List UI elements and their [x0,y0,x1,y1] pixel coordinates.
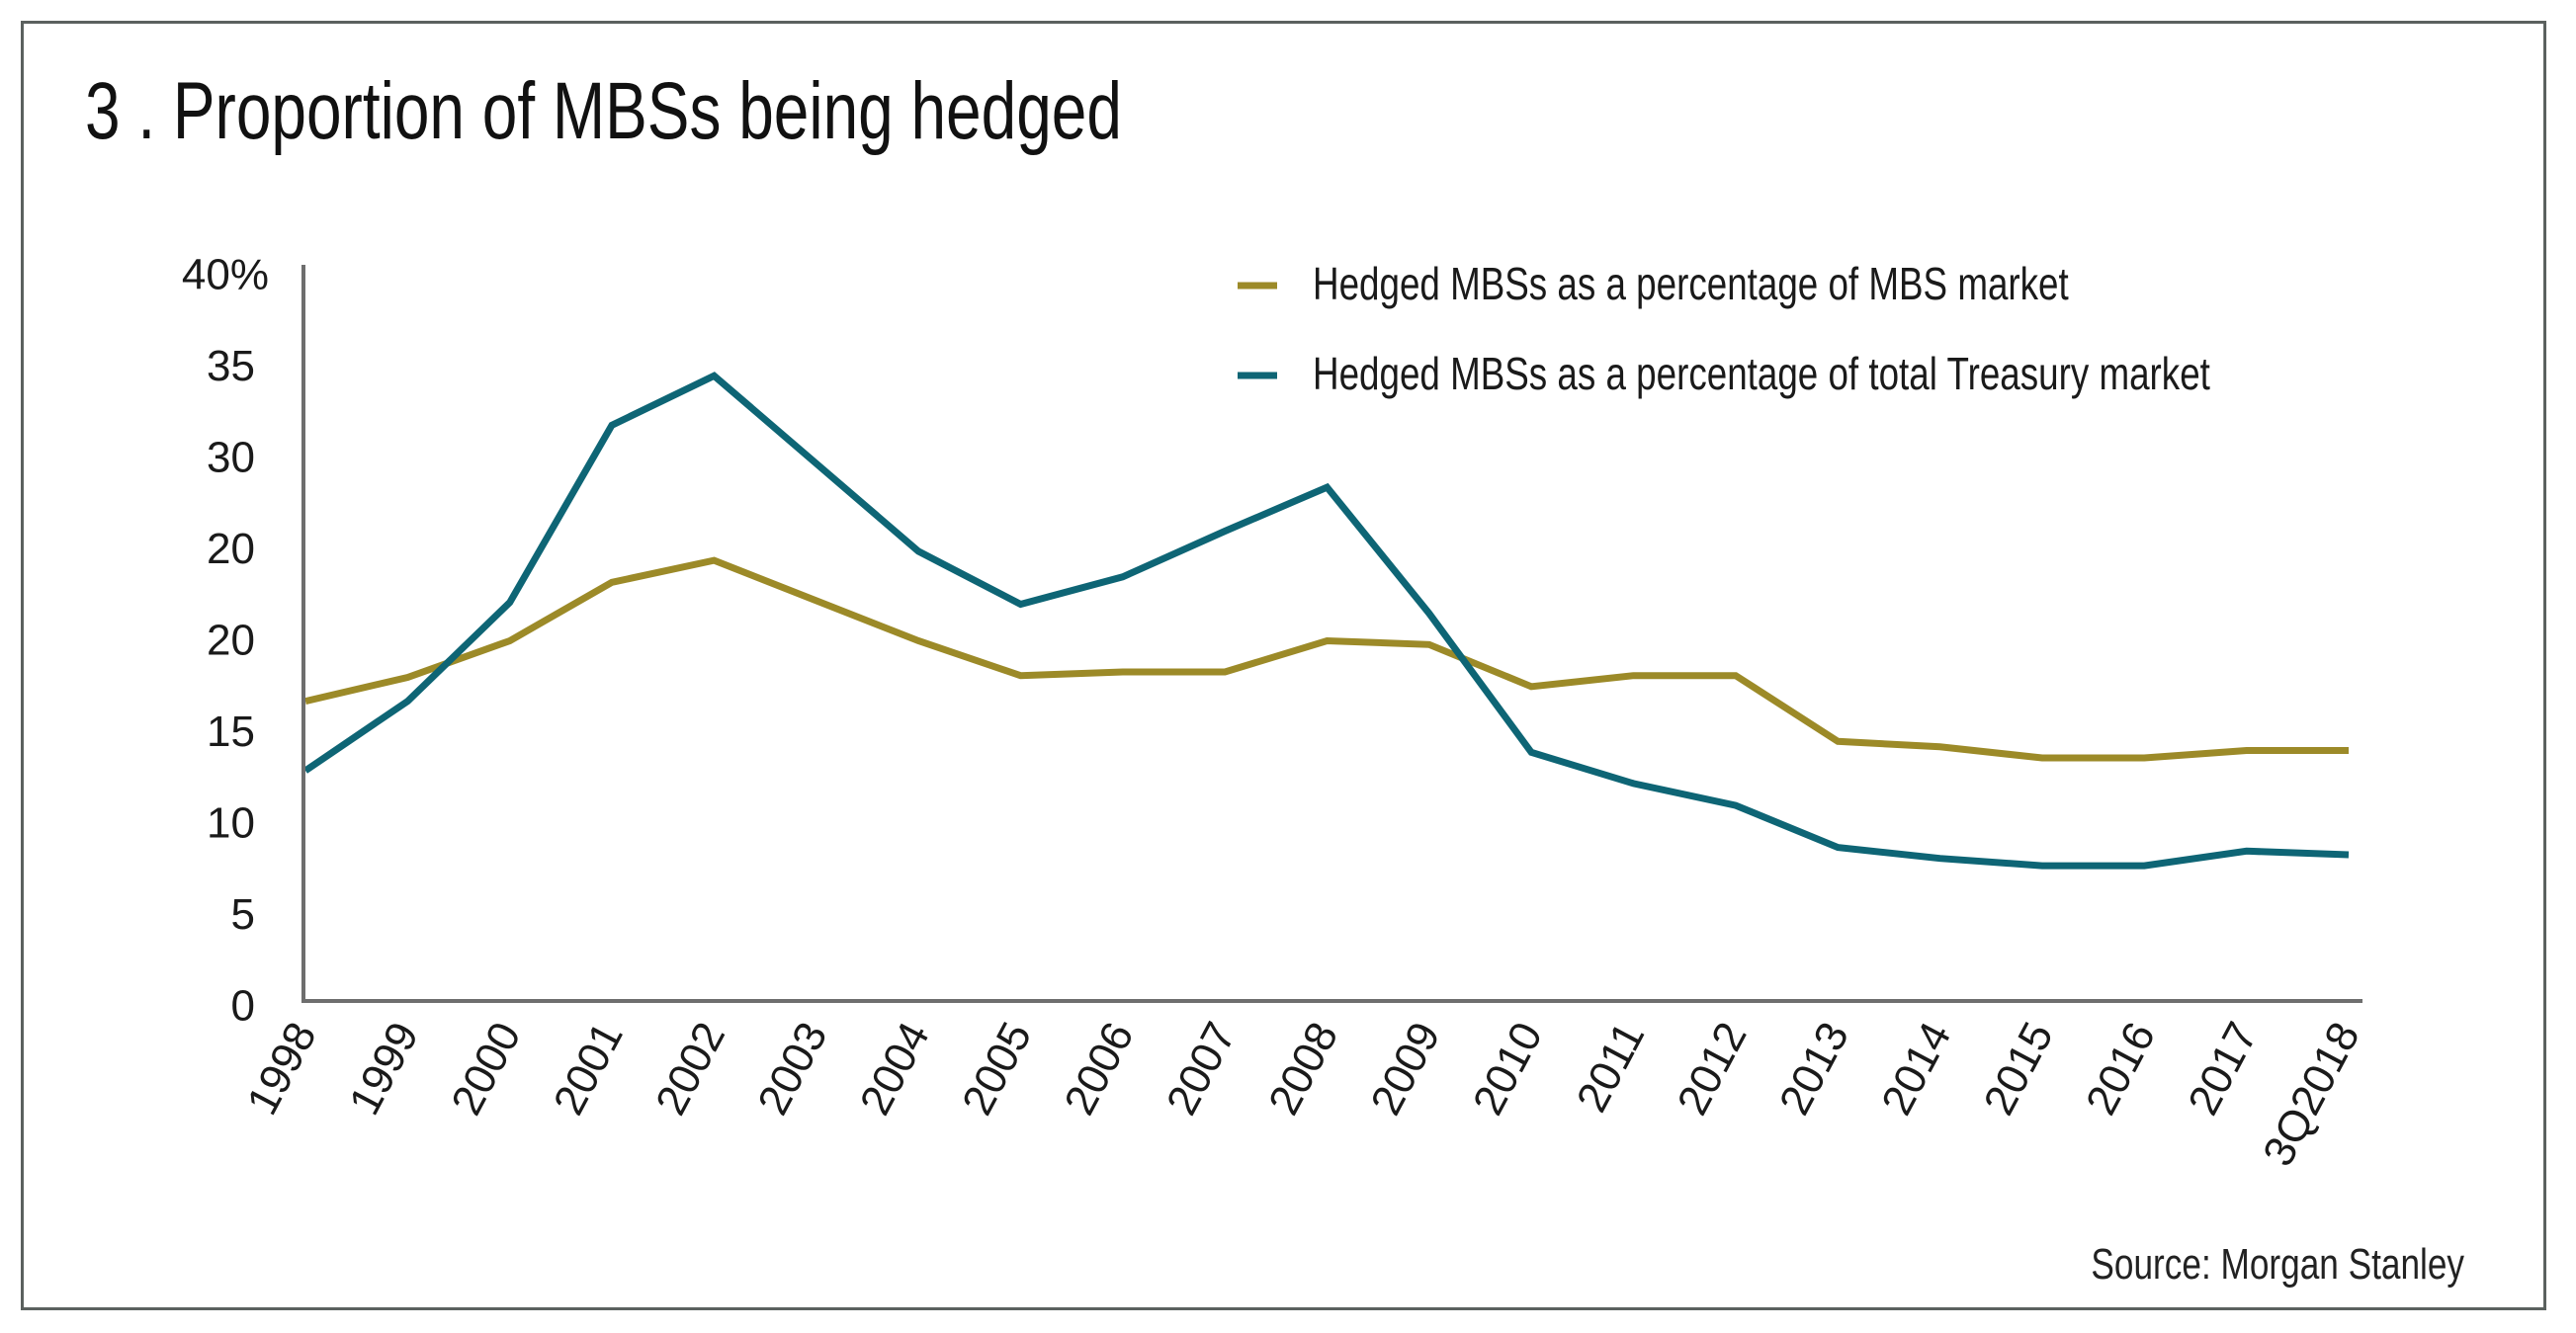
y-tick-label: 35 [207,342,255,390]
y-tick-label: 0 [231,982,255,1031]
x-tick-label: 2003 [748,1015,836,1123]
x-axis-ticks: 1998 1999 2000 2001 2002 2003 2004 2005 2006 2007… [238,1015,2369,1174]
x-tick-label: 1998 [238,1015,326,1123]
x-tick-label: 2015 [1975,1015,2063,1123]
x-tick-label: 2014 [1872,1015,1960,1123]
x-tick-label: 2009 [1361,1015,1449,1123]
y-tick-label: 5 [231,890,255,939]
source-note: Source: Morgan Stanley [2091,1240,2464,1289]
y-tick-label: 20 [207,617,255,665]
y-tick-label: 15 [207,708,255,756]
x-tick-label: 2012 [1669,1015,1757,1123]
series-lines [303,372,2350,870]
x-tick-label: 2008 [1259,1015,1347,1123]
y-tick-label: 30 [207,434,255,482]
x-tick-label: 2004 [851,1015,939,1123]
x-tick-label: 2006 [1055,1015,1143,1123]
x-tick-label: 1999 [340,1015,428,1123]
y-axis-ticks: 40% 35 30 20 20 15 10 5 0 [182,251,269,1031]
legend-item: Hedged MBSs as a percentage of total Tre… [1238,348,2210,399]
legend-item: Hedged MBSs as a percentage of MBS marke… [1238,258,2069,309]
x-tick-label: 2011 [1568,1015,1655,1121]
legend-label: Hedged MBSs as a percentage of MBS marke… [1313,258,2069,309]
x-tick-label: 2010 [1464,1015,1552,1123]
x-tick-label: 2016 [2077,1015,2165,1123]
x-tick-label: 2002 [646,1015,734,1123]
y-tick-label: 40% [182,251,269,299]
series-line-treasury-market [303,372,2350,870]
chart-frame [21,21,2546,1310]
x-tick-label: 2001 [545,1015,633,1123]
series-line-mbs-market [304,556,2349,762]
legend: Hedged MBSs as a percentage of MBS marke… [1238,258,2210,399]
x-tick-label: 2000 [442,1015,530,1123]
y-tick-label: 10 [207,799,255,848]
x-tick-label: 2017 [2179,1015,2267,1123]
y-tick-label: 20 [207,525,255,573]
x-tick-label: 2007 [1158,1015,1245,1123]
x-tick-label: 2005 [953,1015,1041,1123]
x-tick-label: 3Q2018 [2254,1015,2369,1174]
x-tick-label: 2013 [1770,1015,1858,1123]
legend-label: Hedged MBSs as a percentage of total Tre… [1313,348,2210,399]
chart-title: 3 . Proportion of MBSs being hedged [85,66,1122,156]
